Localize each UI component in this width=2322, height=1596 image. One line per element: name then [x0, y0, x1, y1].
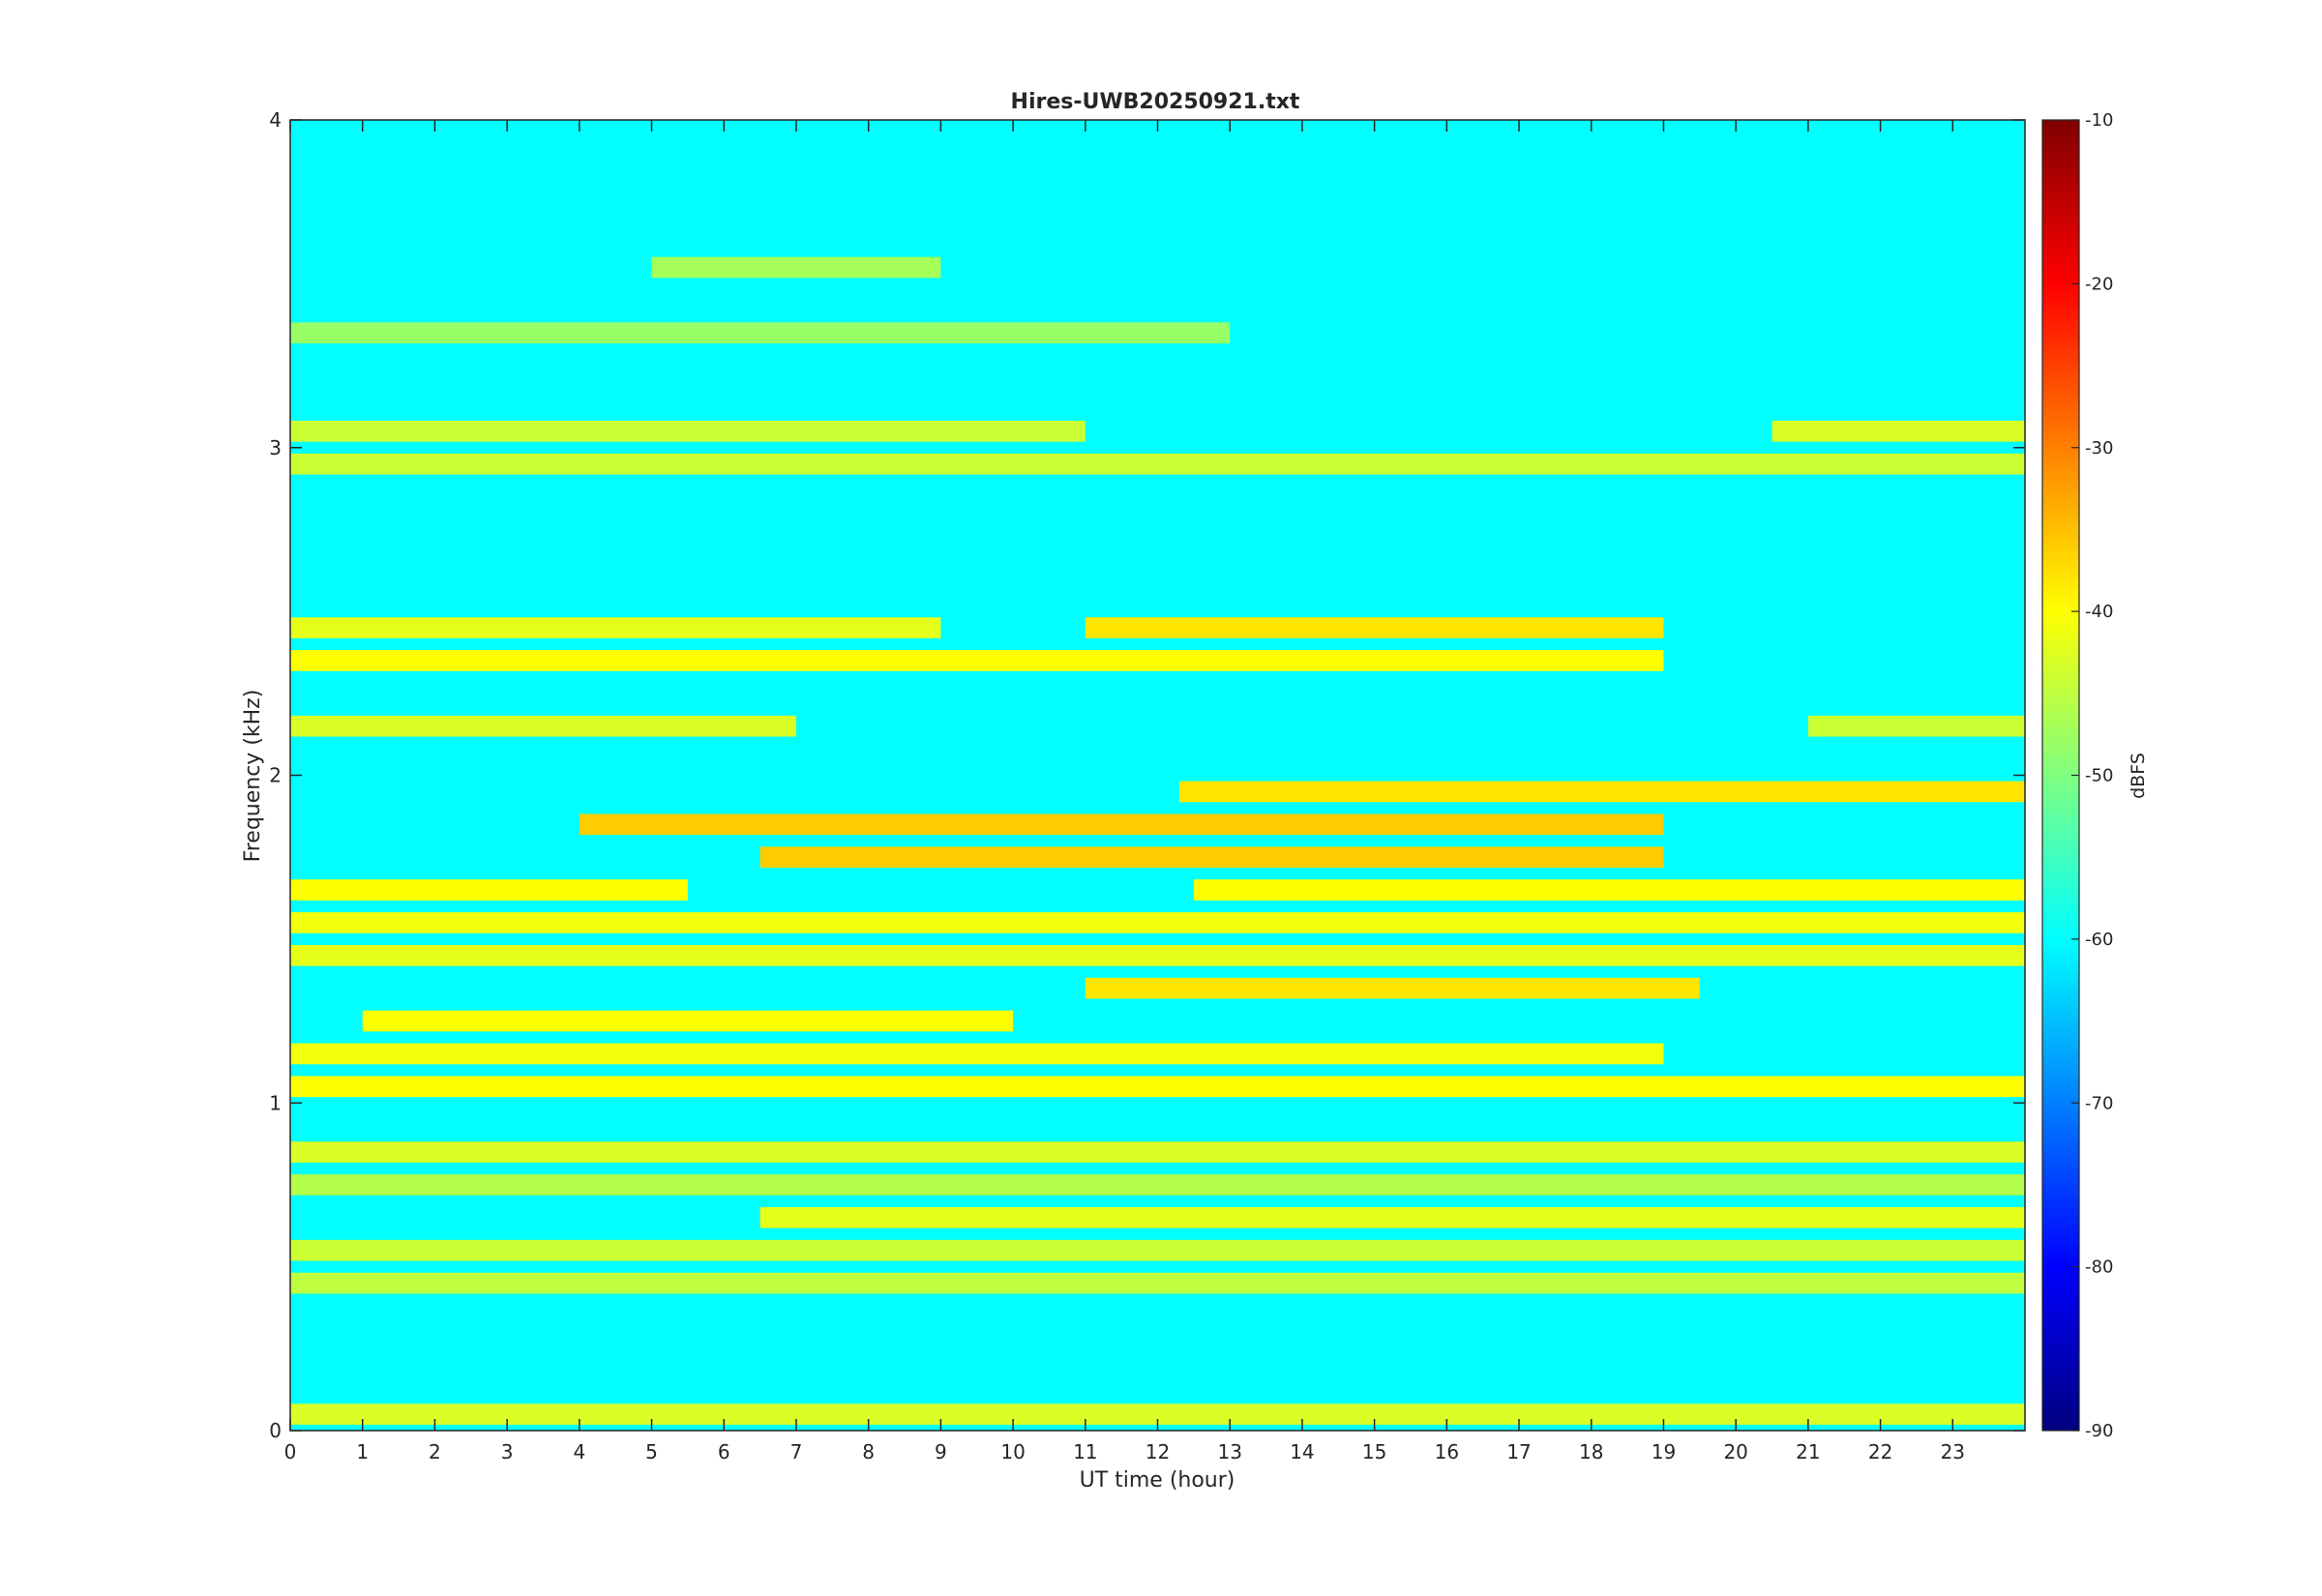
- band-segment-20: [290, 617, 941, 638]
- band-segment-22: [290, 453, 2025, 475]
- band-segment-16: [1178, 781, 2025, 803]
- band-segment-13: [1193, 879, 2025, 901]
- band-segment-9: [1085, 977, 1700, 999]
- y-tick-label: 1: [269, 1091, 282, 1114]
- band-segment-1: [290, 1272, 2025, 1294]
- x-tick-label: 11: [1073, 1440, 1097, 1463]
- band-segment-2: [290, 1239, 2025, 1261]
- band-segment-6: [290, 1076, 2025, 1098]
- colorbar-tick-label: -50: [2085, 766, 2113, 786]
- colorbar: -90 -80 -70 -60 -50 -40 -30 -20 -10: [2041, 110, 2113, 1441]
- band-segment-19: [290, 650, 1664, 671]
- band-segment-24: [1771, 420, 2025, 442]
- x-tick-label: 4: [573, 1440, 585, 1463]
- colorbar-tick-label: -70: [2085, 1093, 2113, 1113]
- x-axis-label: UT time (hour): [1080, 1468, 1235, 1493]
- x-tick-label: 0: [284, 1440, 297, 1463]
- x-tick-label: 2: [429, 1440, 441, 1463]
- band-segment-4: [290, 1174, 2025, 1196]
- colorbar-tick-label: -90: [2085, 1421, 2113, 1441]
- x-tick-label: 20: [1723, 1440, 1747, 1463]
- colorbar-tick-label: -30: [2085, 438, 2113, 458]
- x-axis: 0 1 2 3 4 5 6 7 8 9 10 11 12 13 14 15 16 17 18 19 20 21 22 23: [284, 120, 1965, 1463]
- y-tick-label: 3: [269, 436, 282, 459]
- x-tick-label: 15: [1362, 1440, 1386, 1463]
- y-axis: 0 1 2 3 4: [269, 108, 2025, 1442]
- band-segment-17: [290, 715, 796, 737]
- band-segment-14: [759, 846, 1664, 869]
- x-tick-label: 23: [1941, 1440, 1965, 1463]
- x-tick-label: 18: [1579, 1440, 1603, 1463]
- x-tick-label: 19: [1652, 1440, 1676, 1463]
- x-tick-label: 13: [1217, 1440, 1241, 1463]
- band-segment-10: [290, 944, 2025, 966]
- band-segment-11: [290, 912, 2025, 933]
- plot-background: [290, 120, 2025, 1431]
- y-tick-label: 0: [269, 1419, 282, 1442]
- x-tick-label: 5: [645, 1440, 658, 1463]
- chart-title: Hires-UWB20250921.txt: [1011, 90, 1300, 114]
- heatmap-bands: [290, 256, 2025, 1425]
- colorbar-tick-label: -60: [2085, 930, 2113, 950]
- x-tick-label: 16: [1435, 1440, 1459, 1463]
- band-segment-12: [290, 879, 688, 901]
- band-segment-21: [1085, 617, 1664, 638]
- x-tick-label: 17: [1506, 1440, 1531, 1463]
- plot-area: [289, 119, 2026, 1432]
- x-tick-label: 12: [1146, 1440, 1170, 1463]
- x-tick-label: 9: [935, 1440, 947, 1463]
- colorbar-tick-label: -40: [2085, 602, 2113, 622]
- band-segment-25: [290, 322, 1231, 344]
- band-segment-7: [290, 1043, 1664, 1065]
- band-segment-26: [651, 256, 941, 279]
- colorbar-label: dBFS: [2128, 753, 2149, 799]
- x-tick-label: 7: [790, 1440, 803, 1463]
- x-tick-label: 8: [862, 1440, 875, 1463]
- band-segment-15: [579, 813, 1664, 836]
- x-tick-label: 1: [356, 1440, 369, 1463]
- y-tick-label: 4: [269, 108, 282, 132]
- colorbar-tick-label: -10: [2085, 110, 2113, 131]
- colorbar-tick-label: -80: [2085, 1257, 2113, 1278]
- x-tick-label: 14: [1290, 1440, 1314, 1463]
- x-tick-label: 3: [501, 1440, 514, 1463]
- x-tick-label: 6: [718, 1440, 730, 1463]
- x-tick-label: 21: [1796, 1440, 1820, 1463]
- band-segment-5: [290, 1141, 2025, 1163]
- band-segment-18: [1807, 715, 2025, 737]
- x-tick-label: 10: [1000, 1440, 1025, 1463]
- colorbar-tick-label: -20: [2085, 274, 2113, 294]
- band-segment-3: [759, 1206, 2025, 1228]
- y-axis-label: Frequency (kHz): [241, 690, 265, 863]
- x-tick-label: 22: [1868, 1440, 1892, 1463]
- colorbar-ticks: -90 -80 -70 -60 -50 -40 -30 -20 -10: [2071, 110, 2113, 1441]
- band-segment-23: [290, 420, 1086, 442]
- y-tick-label: 2: [269, 764, 282, 787]
- band-segment-8: [362, 1010, 1014, 1032]
